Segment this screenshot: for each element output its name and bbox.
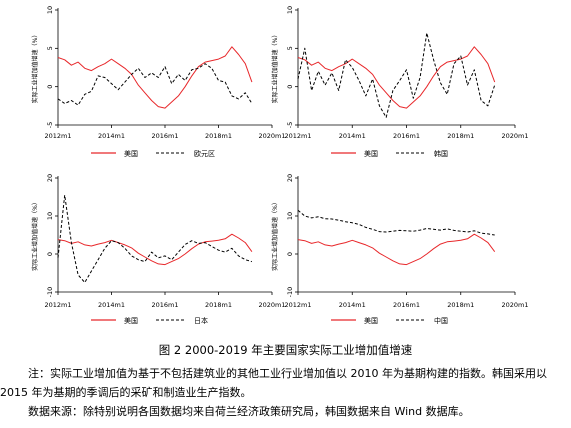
x-tick-label: 2020m1 xyxy=(258,301,285,309)
series-line-other xyxy=(57,194,253,283)
legend-label-us: 美国 xyxy=(364,149,378,158)
y-axis-label: 实际工业增加值增速（%） xyxy=(271,199,279,271)
x-tick-label: 2018m1 xyxy=(205,132,232,140)
legend: 美国 日本 xyxy=(91,316,208,325)
y-tick-label: -10 xyxy=(286,287,294,298)
source-text: 数据来源：除特别说明各国数据均来自荷兰经济政策研究局，韩国数据来自 Wind 数… xyxy=(28,405,470,418)
series-line-other xyxy=(297,32,496,118)
x-tick-label: 2012m1 xyxy=(284,132,311,140)
series-line-us xyxy=(57,46,253,109)
series-line-other xyxy=(57,63,253,106)
chart-panel-2: -5 0 5 10 实际工业增加值增速（%） 2012m1 2014m1 2016m1 2018… xyxy=(271,6,529,158)
y-tick-label: 0 xyxy=(46,85,54,89)
x-tick-label: 2012m1 xyxy=(44,132,71,140)
x-tick-label: 2014m1 xyxy=(339,301,366,309)
x-tick-label: 2018m1 xyxy=(205,301,232,309)
x-tick-label: 2016m1 xyxy=(151,301,178,309)
y-tick-label: -5 xyxy=(46,122,54,128)
x-tick-label: 2018m1 xyxy=(447,301,474,309)
charts-figure: -5 0 5 10 实际工业增加值增速（%） 2012m1 2014m1 2016m1 2018… xyxy=(31,6,529,325)
x-tick-label: 2016m1 xyxy=(393,132,420,140)
y-tick-label: 20 xyxy=(286,174,294,182)
legend-label-other: 欧元区 xyxy=(194,149,215,158)
series-line-us xyxy=(297,46,496,109)
y-tick-label: 0 xyxy=(286,85,294,89)
y-tick-label: 5 xyxy=(46,46,54,50)
legend-label-us: 美国 xyxy=(124,149,138,158)
series-line-us xyxy=(57,233,253,266)
y-tick-label: 10 xyxy=(286,212,294,220)
x-tick-label: 2020m1 xyxy=(501,301,528,309)
x-tick-label: 2014m1 xyxy=(339,132,366,140)
y-tick-label: 20 xyxy=(46,174,54,182)
chart-panel-3: -10 0 10 20 实际工业增加值增速（%） 2012m1 2014m1 2016m1 20… xyxy=(31,174,286,325)
x-tick-label: 2016m1 xyxy=(151,132,178,140)
y-tick-label: -5 xyxy=(286,122,294,128)
x-tick-label: 2018m1 xyxy=(447,132,474,140)
series-line-us xyxy=(297,233,496,266)
x-tick-label: 2016m1 xyxy=(393,301,420,309)
legend-label-other: 中国 xyxy=(434,316,448,325)
x-tick-label: 2020m1 xyxy=(258,132,285,140)
y-axis-label: 实际工业增加值增速（%） xyxy=(271,32,279,104)
x-tick-label: 2020m1 xyxy=(501,132,528,140)
note-text: 注：实际工业增加值为基于不包括建筑业的其他工业行业增加值以 2010 年为基期构… xyxy=(0,367,547,399)
legend-label-other: 日本 xyxy=(194,316,208,325)
series-line-other xyxy=(297,209,495,236)
y-tick-label: 10 xyxy=(286,6,294,14)
legend-label-us: 美国 xyxy=(364,316,378,325)
x-tick-label: 2014m1 xyxy=(98,301,125,309)
legend-label-us: 美国 xyxy=(124,316,138,325)
y-tick-label: 10 xyxy=(46,6,54,14)
chart-panel-1: -5 0 5 10 实际工业增加值增速（%） 2012m1 2014m1 2016m1 2018… xyxy=(31,6,286,158)
y-tick-label: 0 xyxy=(46,252,54,256)
y-axis-label: 实际工业增加值增速（%） xyxy=(31,32,39,104)
figure-notes: 注：实际工业增加值为基于不包括建筑业的其他工业行业增加值以 2010 年为基期构… xyxy=(0,364,566,421)
legend: 美国 中国 xyxy=(331,316,448,325)
legend-label-other: 韩国 xyxy=(434,149,448,158)
chart-panel-4: -10 0 10 20 实际工业增加值增速（%） 2012m1 2014m1 2016m1 20… xyxy=(271,174,529,325)
y-tick-label: 5 xyxy=(286,46,294,50)
x-tick-label: 2012m1 xyxy=(284,301,311,309)
x-tick-label: 2012m1 xyxy=(44,301,71,309)
legend: 美国 欧元区 xyxy=(91,149,215,158)
y-tick-label: 0 xyxy=(286,252,294,256)
legend: 美国 韩国 xyxy=(331,149,448,158)
figure-caption: 图 2 2000-2019 年主要国家实际工业增加值增速 xyxy=(158,343,413,357)
y-tick-label: 10 xyxy=(46,212,54,220)
x-tick-label: 2014m1 xyxy=(98,132,125,140)
y-tick-label: -10 xyxy=(46,287,54,298)
y-axis-label: 实际工业增加值增速（%） xyxy=(31,199,39,271)
